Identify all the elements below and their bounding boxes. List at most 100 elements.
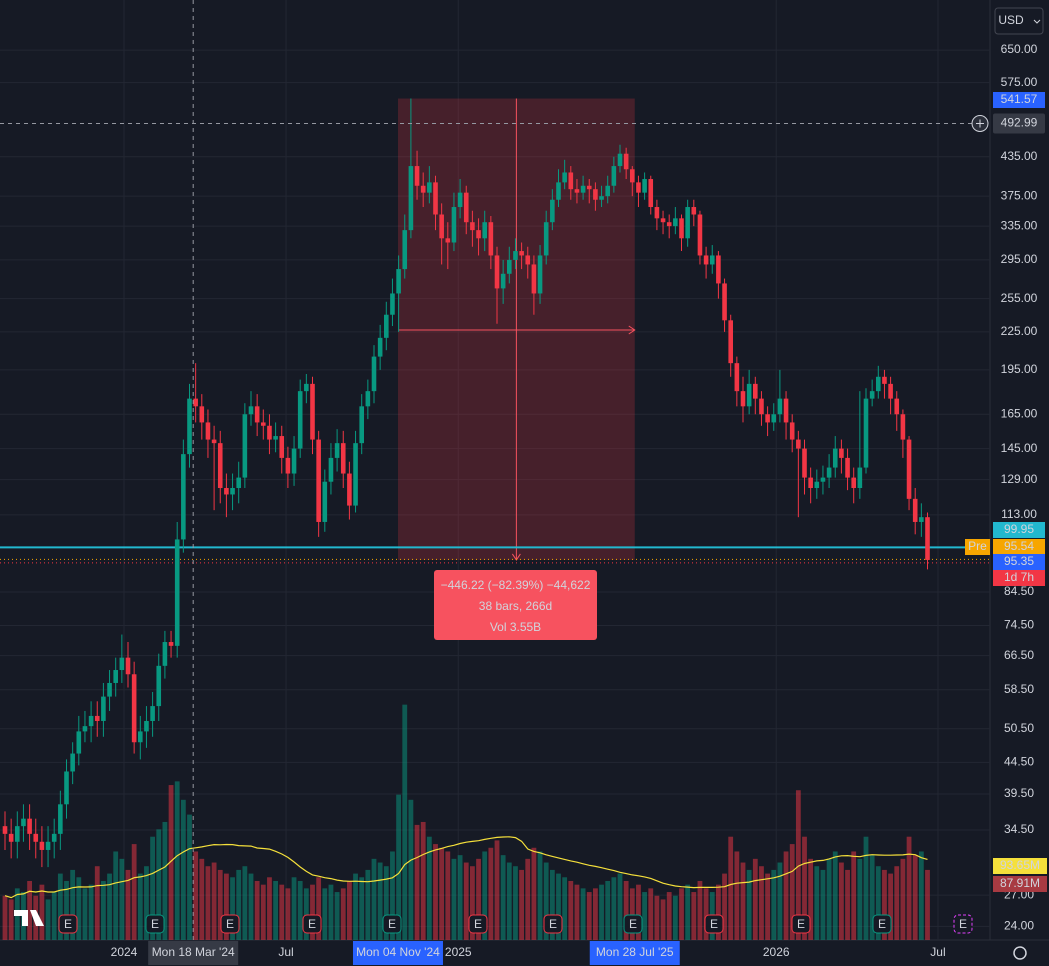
earnings-label: E: [878, 917, 886, 931]
candle-body: [900, 414, 906, 440]
volume-bar: [593, 888, 598, 940]
candle-body: [753, 383, 758, 399]
volume-bar: [174, 781, 180, 940]
earnings-label: E: [549, 917, 557, 931]
candle-body: [500, 273, 506, 289]
earnings-icon[interactable]: [791, 914, 811, 934]
candle-body: [451, 207, 457, 243]
candle-body: [845, 457, 850, 478]
candle-body: [88, 715, 94, 727]
candle-body: [267, 425, 272, 440]
volume-bar: [912, 855, 918, 940]
volume-bar: [826, 858, 832, 940]
volume-bar: [359, 877, 365, 940]
volume-bar: [832, 851, 838, 940]
candle-body: [273, 436, 278, 440]
volume-bar: [347, 880, 352, 940]
volume-bar: [113, 851, 119, 940]
earnings-icon[interactable]: [543, 914, 563, 934]
candle-body: [291, 448, 297, 474]
candle-body: [771, 414, 777, 423]
volume-bar: [94, 866, 100, 940]
candle-body: [593, 189, 598, 200]
x-tick-label: 2026: [763, 945, 790, 959]
volume-bar: [808, 858, 814, 940]
y-tick-label: 575.00: [1001, 75, 1038, 89]
earnings-icon[interactable]: [382, 914, 402, 934]
volume-bar: [568, 880, 574, 940]
volume-bar: [814, 866, 820, 940]
volume-bar: [925, 869, 930, 940]
price-label-bg: [993, 554, 1045, 570]
candle-body: [716, 255, 721, 284]
volume-bar: [119, 858, 125, 940]
candle-body: [427, 182, 432, 193]
candle-body: [457, 192, 463, 208]
candle-body: [543, 222, 549, 256]
currency-button[interactable]: [994, 7, 1044, 35]
candle-body: [297, 391, 303, 449]
volume-bar: [76, 877, 82, 940]
earnings-icon[interactable]: [468, 914, 488, 934]
earnings-label: E: [710, 917, 718, 931]
volume-bar: [851, 851, 857, 940]
volume-bar: [562, 877, 568, 940]
settings-button[interactable]: [1013, 946, 1027, 960]
volume-label: 87.91M: [1000, 876, 1040, 890]
volume-bar: [574, 884, 580, 940]
volume-bar: [45, 899, 51, 940]
volume-bar: [703, 888, 709, 940]
candle-body: [648, 179, 654, 208]
volume-bar: [64, 880, 69, 940]
candle-body: [574, 189, 580, 193]
candle-body: [728, 320, 733, 364]
volume-bar: [679, 888, 684, 940]
candle-body: [605, 185, 610, 197]
earnings-icon[interactable]: [145, 914, 165, 934]
candle-body: [242, 414, 248, 478]
candle-body: [463, 192, 469, 223]
volume-bar: [82, 888, 88, 940]
volume-bar: [279, 884, 285, 940]
price-label: 95.35: [1004, 554, 1034, 568]
candle-body: [39, 841, 45, 850]
volume-bar: [900, 858, 906, 940]
earnings-icon[interactable]: [872, 914, 892, 934]
x-tick-label: 2024: [111, 945, 138, 959]
earnings-icon[interactable]: [704, 914, 724, 934]
candle-body: [51, 833, 57, 842]
logo: [14, 910, 44, 926]
candle-body: [205, 422, 211, 440]
candle-body: [322, 481, 328, 522]
candle-body: [562, 172, 567, 183]
y-tick-label: 34.50: [1004, 822, 1034, 836]
candle-body: [27, 818, 32, 834]
earnings-icon[interactable]: [58, 914, 78, 934]
candle-body: [550, 199, 555, 223]
currency: USD: [998, 13, 1024, 27]
volume-bar: [420, 821, 426, 940]
volume-bar: [303, 888, 309, 940]
candle-body: [894, 398, 900, 415]
volume-bar: [716, 884, 721, 940]
y-tick-label: 24.00: [1004, 919, 1034, 933]
candle-body: [531, 264, 537, 294]
earnings-icon[interactable]: [623, 914, 643, 934]
volume-bar: [322, 888, 328, 940]
crosshair-label: 492.99: [1001, 116, 1038, 130]
earnings-icon[interactable]: [302, 914, 322, 934]
volume-bar: [869, 855, 875, 940]
y-tick-label: 50.50: [1004, 721, 1034, 735]
volume-bar: [162, 821, 168, 940]
volume-bar: [672, 895, 678, 940]
candle-body: [888, 383, 893, 399]
candle-body: [507, 259, 512, 274]
price-axis: [990, 0, 1049, 966]
candle-body: [851, 477, 856, 489]
candle-body: [279, 436, 285, 458]
candle-body: [113, 670, 118, 683]
volume-bar: [137, 873, 143, 940]
earnings-icon[interactable]: [220, 914, 240, 934]
candle-body: [94, 715, 100, 721]
earnings-icon[interactable]: [953, 914, 973, 934]
